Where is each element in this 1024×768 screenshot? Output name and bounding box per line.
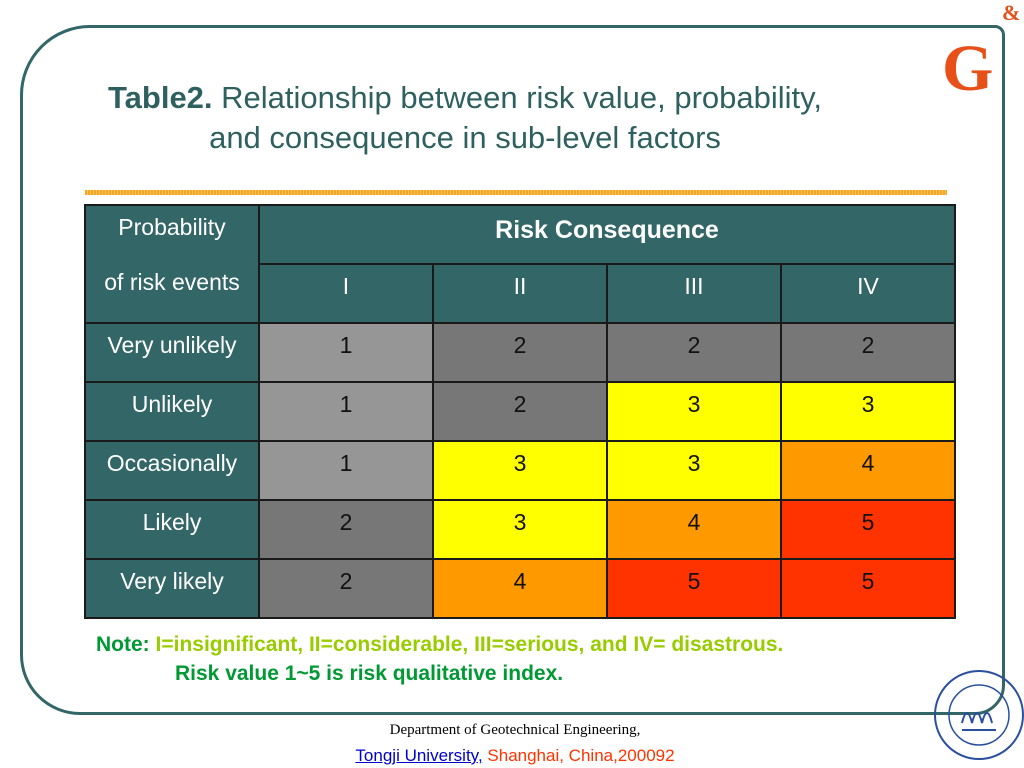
page-title: Table2. Relationship between risk value,… bbox=[108, 80, 822, 155]
tongji-seal bbox=[934, 670, 1024, 760]
risk-cell: 1 bbox=[258, 440, 434, 501]
risk-cell: 3 bbox=[780, 381, 956, 442]
risk-cell: 2 bbox=[258, 499, 434, 560]
row-label: Unlikely bbox=[84, 381, 260, 442]
note-line2: Risk value 1~5 is risk qualitative index… bbox=[175, 662, 564, 685]
table-row: Unlikely 1 2 3 3 bbox=[84, 381, 956, 442]
table-row: Likely 2 3 4 5 bbox=[84, 499, 956, 560]
row-label: Very likely bbox=[84, 558, 260, 619]
row-label: Occasionally bbox=[84, 440, 260, 501]
column-header: II bbox=[432, 263, 608, 324]
risk-cell: 4 bbox=[780, 440, 956, 501]
column-header: IV bbox=[780, 263, 956, 324]
note: Note: I=insignificant, II=considerable, … bbox=[96, 633, 784, 656]
column-header: I bbox=[258, 263, 434, 324]
risk-cell: 3 bbox=[432, 440, 608, 501]
risk-cell: 2 bbox=[432, 381, 608, 442]
svg-text:&: & bbox=[1002, 0, 1020, 25]
risk-cell: 3 bbox=[432, 499, 608, 560]
table-row: Occasionally 1 3 3 4 bbox=[84, 440, 956, 501]
footer-address: Tongji University, Shanghai, China,20009… bbox=[355, 746, 675, 765]
risk-cell: 5 bbox=[780, 499, 956, 560]
risk-cell: 2 bbox=[432, 322, 608, 383]
divider bbox=[85, 190, 947, 195]
risk-cell: 4 bbox=[432, 558, 608, 619]
risk-cell: 5 bbox=[606, 558, 782, 619]
risk-cell: 5 bbox=[780, 558, 956, 619]
row-label: Likely bbox=[84, 499, 260, 560]
column-group-header: Risk Consequence bbox=[258, 204, 956, 265]
risk-table: Probability of risk events Risk Consequen… bbox=[84, 204, 956, 619]
risk-cell: 1 bbox=[258, 381, 434, 442]
risk-cell: 4 bbox=[606, 499, 782, 560]
risk-cell: 2 bbox=[780, 322, 956, 383]
risk-cell: 1 bbox=[258, 322, 434, 383]
footer-department: Department of Geotechnical Engineering, bbox=[389, 722, 641, 738]
risk-cell: 2 bbox=[606, 322, 782, 383]
table-row: Very unlikely 1 2 2 2 bbox=[84, 322, 956, 383]
risk-cell: 3 bbox=[606, 440, 782, 501]
table-row: Very likely 2 4 5 5 bbox=[84, 558, 956, 619]
row-label: Very unlikely bbox=[84, 322, 260, 383]
svg-text:G: G bbox=[942, 32, 993, 95]
university-link[interactable]: Tongji University bbox=[355, 746, 478, 765]
column-header: III bbox=[606, 263, 782, 324]
gj-logo: & G bbox=[942, 0, 1020, 95]
risk-cell: 2 bbox=[258, 558, 434, 619]
risk-cell: 3 bbox=[606, 381, 782, 442]
row-header: Probability of risk events bbox=[84, 204, 260, 324]
slide-frame bbox=[20, 25, 1005, 715]
